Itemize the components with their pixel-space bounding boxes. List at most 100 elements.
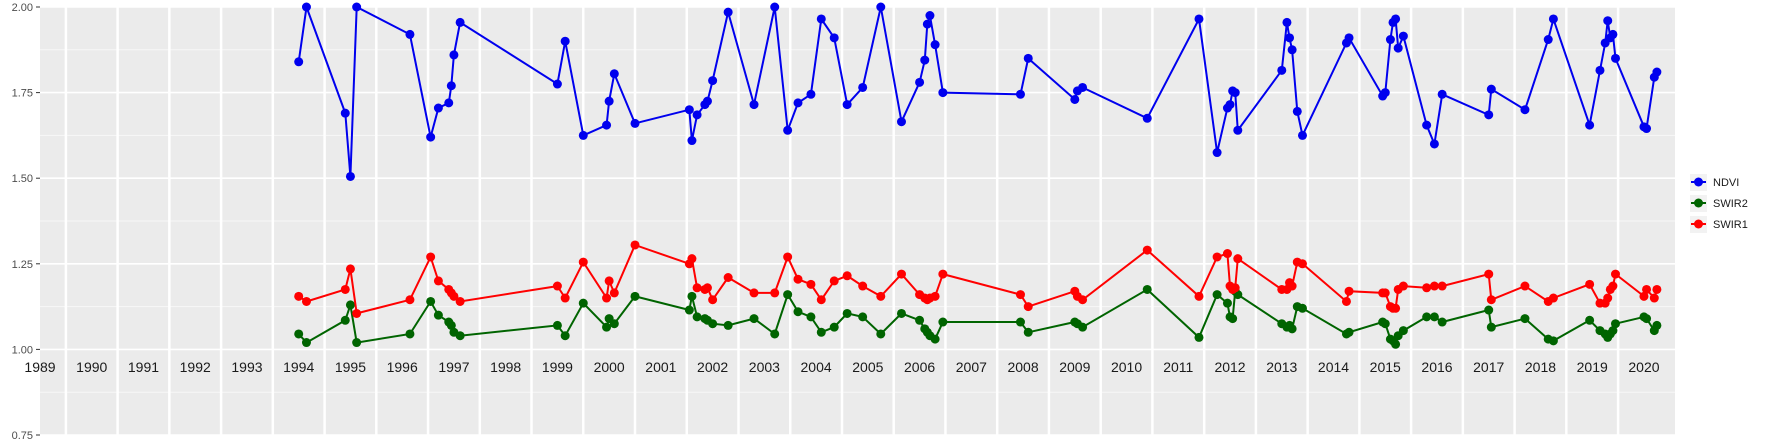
- data-point: [609, 288, 619, 298]
- data-point: [1429, 312, 1439, 322]
- data-point: [294, 329, 304, 339]
- data-point: [692, 312, 702, 322]
- data-point: [560, 293, 570, 303]
- data-point: [455, 17, 465, 27]
- data-point: [1212, 252, 1222, 262]
- data-point: [455, 296, 465, 306]
- data-point: [1212, 290, 1222, 300]
- year-label: 2016: [1421, 359, 1452, 375]
- series-layer: [294, 2, 1662, 349]
- y-tick-label: 1.50: [12, 173, 33, 185]
- data-point: [1297, 259, 1307, 269]
- data-point: [896, 117, 906, 127]
- data-point: [552, 320, 562, 330]
- data-point: [783, 290, 793, 300]
- data-point: [829, 33, 839, 43]
- data-point: [1277, 65, 1287, 75]
- data-point: [609, 69, 619, 79]
- data-point: [1642, 284, 1652, 294]
- data-point: [684, 305, 694, 315]
- y-tick-label: 0.75: [12, 430, 33, 442]
- data-point: [340, 284, 350, 294]
- data-point: [1585, 120, 1595, 130]
- data-point: [1548, 14, 1558, 24]
- data-point: [858, 281, 868, 291]
- data-point: [692, 110, 702, 120]
- data-point: [1398, 326, 1408, 336]
- data-point: [708, 76, 718, 86]
- year-label: 1990: [76, 359, 107, 375]
- data-point: [433, 103, 443, 113]
- data-point: [1585, 279, 1595, 289]
- data-point: [915, 77, 925, 87]
- year-label: 2005: [852, 359, 883, 375]
- data-point: [1341, 296, 1351, 306]
- data-point: [1520, 314, 1530, 324]
- data-point: [1398, 31, 1408, 41]
- data-point: [340, 108, 350, 118]
- data-point: [1222, 249, 1232, 259]
- data-point: [294, 291, 304, 301]
- year-label: 1992: [180, 359, 211, 375]
- data-point: [1078, 322, 1088, 332]
- year-label: 2019: [1577, 359, 1608, 375]
- year-label: 1996: [387, 359, 418, 375]
- data-point: [294, 57, 304, 67]
- data-point: [433, 276, 443, 286]
- data-point: [1437, 89, 1447, 99]
- data-point: [1194, 291, 1204, 301]
- data-point: [770, 288, 780, 298]
- data-point: [896, 269, 906, 279]
- data-point: [1548, 293, 1558, 303]
- year-label: 2000: [594, 359, 625, 375]
- data-point: [1520, 281, 1530, 291]
- data-point: [915, 315, 925, 325]
- data-point: [1344, 327, 1354, 337]
- year-label: 1997: [438, 359, 469, 375]
- data-point: [1484, 110, 1494, 120]
- data-point: [1015, 290, 1025, 300]
- data-point: [1393, 43, 1403, 53]
- legend-key-point: [1694, 198, 1703, 208]
- year-label: 2001: [645, 359, 676, 375]
- data-point: [896, 308, 906, 318]
- data-point: [723, 272, 733, 282]
- data-point: [426, 132, 436, 142]
- data-point: [604, 276, 614, 286]
- data-point: [301, 296, 311, 306]
- data-point: [687, 291, 697, 301]
- data-point: [1385, 35, 1395, 45]
- data-point: [455, 331, 465, 341]
- data-point: [1282, 17, 1292, 27]
- data-point: [938, 269, 948, 279]
- data-point: [806, 279, 816, 289]
- data-point: [449, 50, 459, 60]
- data-point: [1287, 281, 1297, 291]
- data-point: [1228, 314, 1238, 324]
- data-point: [1649, 293, 1659, 303]
- data-point: [1212, 148, 1222, 158]
- data-point: [1486, 295, 1496, 305]
- data-point: [1520, 105, 1530, 115]
- year-label: 1994: [283, 359, 314, 375]
- data-point: [1398, 281, 1408, 291]
- year-label: 2013: [1266, 359, 1297, 375]
- data-point: [1642, 314, 1652, 324]
- data-point: [692, 283, 702, 293]
- data-point: [1023, 327, 1033, 337]
- data-point: [793, 307, 803, 317]
- data-point: [1222, 298, 1232, 308]
- year-label: 2003: [749, 359, 780, 375]
- data-point: [578, 298, 588, 308]
- data-point: [930, 334, 940, 344]
- data-point: [630, 118, 640, 128]
- data-point: [770, 2, 780, 12]
- data-point: [842, 271, 852, 281]
- year-label: 2008: [1007, 359, 1038, 375]
- year-label: 2020: [1628, 359, 1659, 375]
- data-point: [1610, 319, 1620, 329]
- data-point: [1142, 245, 1152, 255]
- data-point: [1380, 288, 1390, 298]
- year-label: 2014: [1318, 359, 1349, 375]
- legend-label: SWIR2: [1713, 198, 1748, 210]
